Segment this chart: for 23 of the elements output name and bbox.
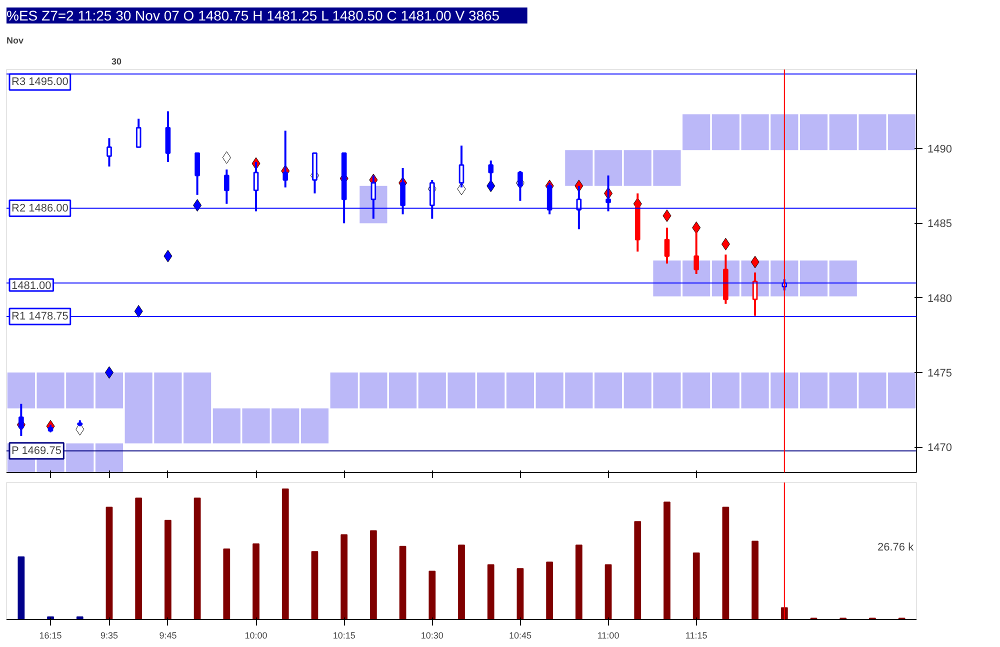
x-tick-label: 10:30 — [420, 630, 444, 640]
chart-title: %ES Z7=2 11:25 30 Nov 07 O 1480.75 H 1481.25 L 1480.50 C 1481.00 V 3865 — [6, 8, 500, 24]
y-tick-label: 1490 — [928, 144, 952, 156]
x-tick-label: 9:35 — [100, 630, 118, 640]
y-tick-label: 1480 — [928, 292, 952, 305]
y-tick-label: 1485 — [928, 218, 952, 230]
text: Nov — [6, 36, 24, 46]
x-tick-label: 9:45 — [159, 630, 177, 640]
ref-line-label: R1 1478.75 — [12, 310, 68, 323]
x-tick-label: 10:15 — [332, 630, 356, 640]
annotation: 26.76 k — [877, 542, 914, 554]
x-tick-label: 10:45 — [508, 630, 532, 640]
x-tick-label: 11:15 — [685, 630, 708, 640]
ref-line-label: 1481.00 — [12, 280, 52, 292]
text: 30 — [112, 56, 122, 66]
x-tick-label: 10:00 — [244, 630, 268, 640]
y-tick-label: 1475 — [928, 367, 952, 380]
y-tick-label: 1470 — [928, 442, 952, 454]
ref-line-label: R3 1495.00 — [12, 76, 68, 88]
ref-line-label: P 1469.75 — [12, 444, 62, 457]
ref-line-label: R2 1486.00 — [12, 202, 68, 214]
x-tick-label: 11:00 — [597, 630, 620, 640]
x-tick-label: 16:15 — [39, 630, 62, 640]
